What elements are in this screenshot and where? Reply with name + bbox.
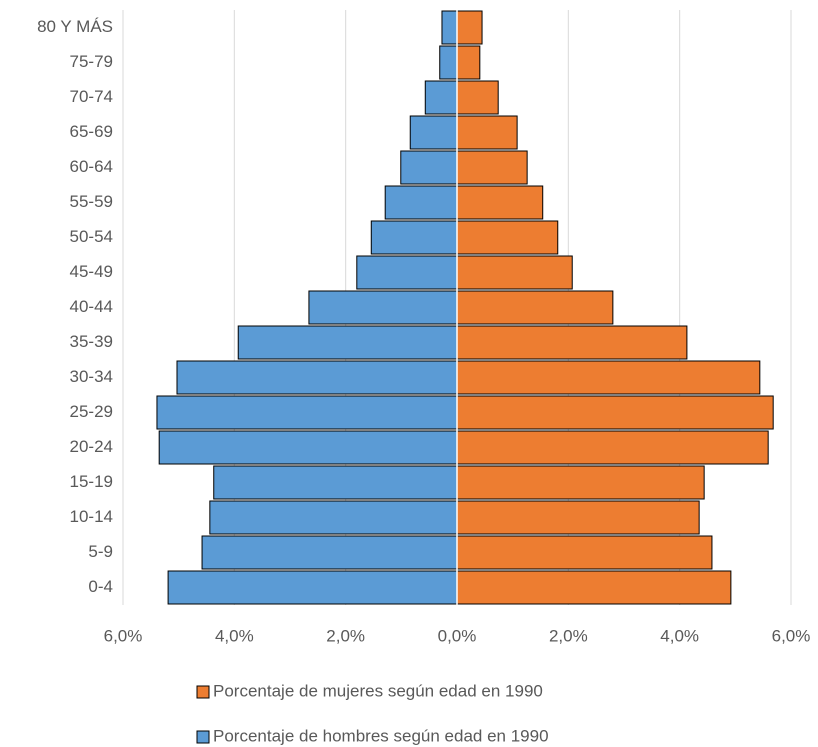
bar <box>209 500 458 535</box>
y-tick-label: 65-69 <box>70 122 113 141</box>
bar <box>400 150 458 185</box>
bar <box>456 290 614 325</box>
bar <box>237 325 458 360</box>
bar <box>156 395 458 430</box>
bar <box>424 80 458 115</box>
x-tick-label: 2,0% <box>326 626 365 645</box>
y-tick-label: 35-39 <box>70 332 113 351</box>
y-tick-label: 30-34 <box>70 367 113 386</box>
bar <box>456 80 499 115</box>
y-tick-label: 20-24 <box>70 437 113 456</box>
bar <box>456 45 481 80</box>
bar <box>456 535 713 570</box>
bar <box>456 185 544 220</box>
bar <box>456 465 705 500</box>
bar <box>456 255 573 290</box>
x-tick-label: 0,0% <box>438 626 477 645</box>
legend-label: Porcentaje de hombres según edad en 1990 <box>213 726 549 745</box>
bar <box>176 360 458 395</box>
x-tick-label: 4,0% <box>660 626 699 645</box>
bar <box>167 570 458 605</box>
legend-swatch <box>196 685 210 699</box>
bar <box>201 535 458 570</box>
bar <box>370 220 458 255</box>
bar <box>456 150 528 185</box>
y-tick-label: 60-64 <box>70 157 113 176</box>
bar <box>441 10 458 45</box>
y-tick-label: 40-44 <box>70 297 113 316</box>
legend-swatch <box>196 730 210 744</box>
y-tick-label: 55-59 <box>70 192 113 211</box>
legend-label: Porcentaje de mujeres según edad en 1990 <box>213 681 543 700</box>
y-tick-label: 0-4 <box>88 577 113 596</box>
bar <box>456 430 769 465</box>
bar <box>213 465 458 500</box>
y-tick-label: 50-54 <box>70 227 113 246</box>
y-tick-label: 80 Y MÁS <box>37 17 113 36</box>
bar <box>356 255 458 290</box>
bar <box>158 430 458 465</box>
bar <box>384 185 458 220</box>
bar <box>456 360 761 395</box>
bar <box>409 115 458 150</box>
y-tick-label: 70-74 <box>70 87 113 106</box>
bar <box>308 290 458 325</box>
x-tick-label: 6,0% <box>772 626 811 645</box>
bar <box>456 325 688 360</box>
y-tick-label: 25-29 <box>70 402 113 421</box>
bar <box>456 115 518 150</box>
bar <box>456 395 774 430</box>
x-tick-label: 6,0% <box>104 626 143 645</box>
y-tick-label: 45-49 <box>70 262 113 281</box>
bar <box>439 45 458 80</box>
x-tick-label: 4,0% <box>215 626 254 645</box>
y-tick-label: 5-9 <box>88 542 113 561</box>
bar <box>456 570 732 605</box>
y-tick-label: 75-79 <box>70 52 113 71</box>
bar <box>456 10 483 45</box>
y-tick-label: 15-19 <box>70 472 113 491</box>
bar <box>456 220 559 255</box>
y-tick-label: 10-14 <box>70 507 113 526</box>
x-tick-label: 2,0% <box>549 626 588 645</box>
bar <box>456 500 700 535</box>
